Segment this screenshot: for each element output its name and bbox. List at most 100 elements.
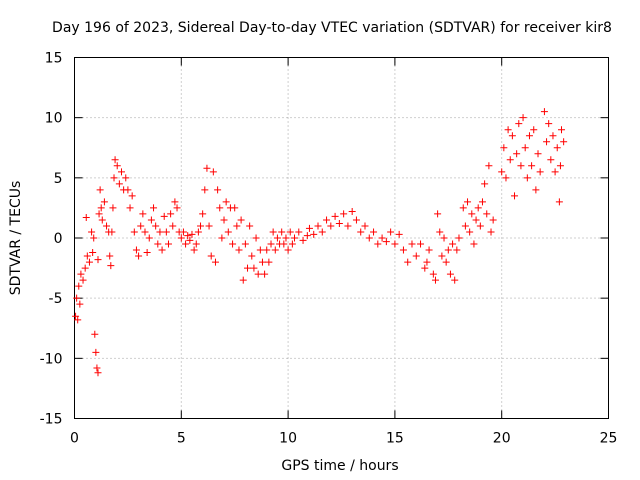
data-point bbox=[75, 282, 83, 290]
data-point bbox=[560, 138, 568, 146]
data-point bbox=[107, 262, 115, 270]
data-point bbox=[476, 222, 484, 230]
data-point bbox=[508, 132, 516, 140]
data-point bbox=[89, 248, 97, 256]
x-tick-label: 15 bbox=[386, 431, 404, 447]
data-point bbox=[218, 234, 226, 242]
y-tick-label: 10 bbox=[45, 111, 63, 127]
data-point bbox=[171, 198, 179, 206]
data-point bbox=[408, 240, 416, 248]
data-point bbox=[97, 204, 105, 212]
data-point bbox=[474, 204, 482, 212]
data-point bbox=[553, 144, 561, 152]
data-point bbox=[466, 228, 474, 236]
data-point bbox=[139, 210, 147, 218]
data-point bbox=[209, 168, 217, 176]
data-point bbox=[164, 240, 172, 248]
data-point bbox=[382, 238, 390, 246]
data-point bbox=[323, 216, 331, 224]
data-point bbox=[378, 234, 386, 242]
data-point bbox=[98, 216, 106, 224]
data-point bbox=[549, 132, 557, 140]
data-point bbox=[109, 204, 117, 212]
data-point bbox=[310, 230, 318, 238]
data-point bbox=[244, 264, 252, 272]
data-point bbox=[103, 222, 111, 230]
data-point bbox=[431, 276, 439, 284]
data-point bbox=[216, 204, 224, 212]
data-point bbox=[547, 156, 555, 164]
data-point bbox=[184, 232, 192, 240]
data-point bbox=[122, 174, 130, 182]
y-tick-label: 5 bbox=[54, 171, 63, 187]
data-point bbox=[190, 246, 198, 254]
data-point bbox=[543, 138, 551, 146]
data-point bbox=[141, 228, 149, 236]
data-point bbox=[93, 364, 101, 372]
data-point bbox=[485, 162, 493, 170]
data-point bbox=[145, 234, 153, 242]
data-point bbox=[201, 186, 209, 194]
data-point bbox=[335, 220, 343, 228]
data-point bbox=[72, 312, 80, 320]
y-tick-label: 0 bbox=[54, 231, 63, 247]
chart-title: Day 196 of 2023, Sidereal Day-to-day VTE… bbox=[52, 20, 612, 36]
data-point bbox=[291, 234, 299, 242]
data-point bbox=[154, 240, 162, 248]
data-point bbox=[192, 240, 200, 248]
data-point bbox=[521, 144, 529, 152]
data-point bbox=[314, 222, 322, 230]
data-point bbox=[519, 114, 527, 122]
data-point bbox=[481, 180, 489, 188]
y-tick-label: 15 bbox=[45, 51, 63, 67]
data-point bbox=[126, 204, 134, 212]
data-point bbox=[417, 240, 425, 248]
data-point bbox=[156, 228, 164, 236]
data-point bbox=[124, 186, 132, 194]
y-tick-label: -15 bbox=[40, 412, 63, 428]
data-point bbox=[96, 186, 104, 194]
data-point bbox=[425, 246, 433, 254]
data-point bbox=[233, 222, 241, 230]
data-point bbox=[558, 126, 566, 134]
data-point bbox=[74, 316, 82, 324]
data-point bbox=[545, 120, 553, 128]
data-point bbox=[160, 212, 168, 220]
data-point bbox=[517, 162, 525, 170]
data-point bbox=[451, 276, 459, 284]
data-point bbox=[528, 162, 536, 170]
data-point bbox=[92, 348, 100, 356]
data-point bbox=[111, 156, 119, 164]
data-point bbox=[478, 198, 486, 206]
data-point bbox=[461, 222, 469, 230]
data-point bbox=[370, 228, 378, 236]
data-point bbox=[237, 216, 245, 224]
data-point bbox=[231, 204, 239, 212]
data-point bbox=[241, 240, 249, 248]
data-point bbox=[256, 246, 264, 254]
data-point bbox=[246, 222, 254, 230]
data-point bbox=[525, 132, 533, 140]
data-point bbox=[162, 228, 170, 236]
data-point bbox=[506, 156, 514, 164]
x-tick-label: 5 bbox=[177, 431, 186, 447]
data-point bbox=[303, 232, 311, 240]
axis-ticks: 0 5 10 15 20 25 -15 -10 -5 0 5 10 15 bbox=[40, 51, 618, 447]
data-point bbox=[438, 252, 446, 260]
data-point bbox=[282, 234, 290, 242]
data-point bbox=[504, 126, 512, 134]
data-point bbox=[158, 246, 166, 254]
x-axis-label: GPS time / hours bbox=[281, 458, 398, 474]
data-point bbox=[194, 228, 202, 236]
data-point bbox=[523, 174, 531, 182]
data-point bbox=[530, 126, 538, 134]
data-point bbox=[391, 240, 399, 248]
data-point bbox=[284, 246, 292, 254]
data-point bbox=[374, 240, 382, 248]
data-point bbox=[220, 216, 228, 224]
data-point bbox=[167, 210, 175, 218]
data-point bbox=[113, 162, 121, 170]
data-point bbox=[117, 168, 125, 176]
data-point bbox=[295, 228, 303, 236]
